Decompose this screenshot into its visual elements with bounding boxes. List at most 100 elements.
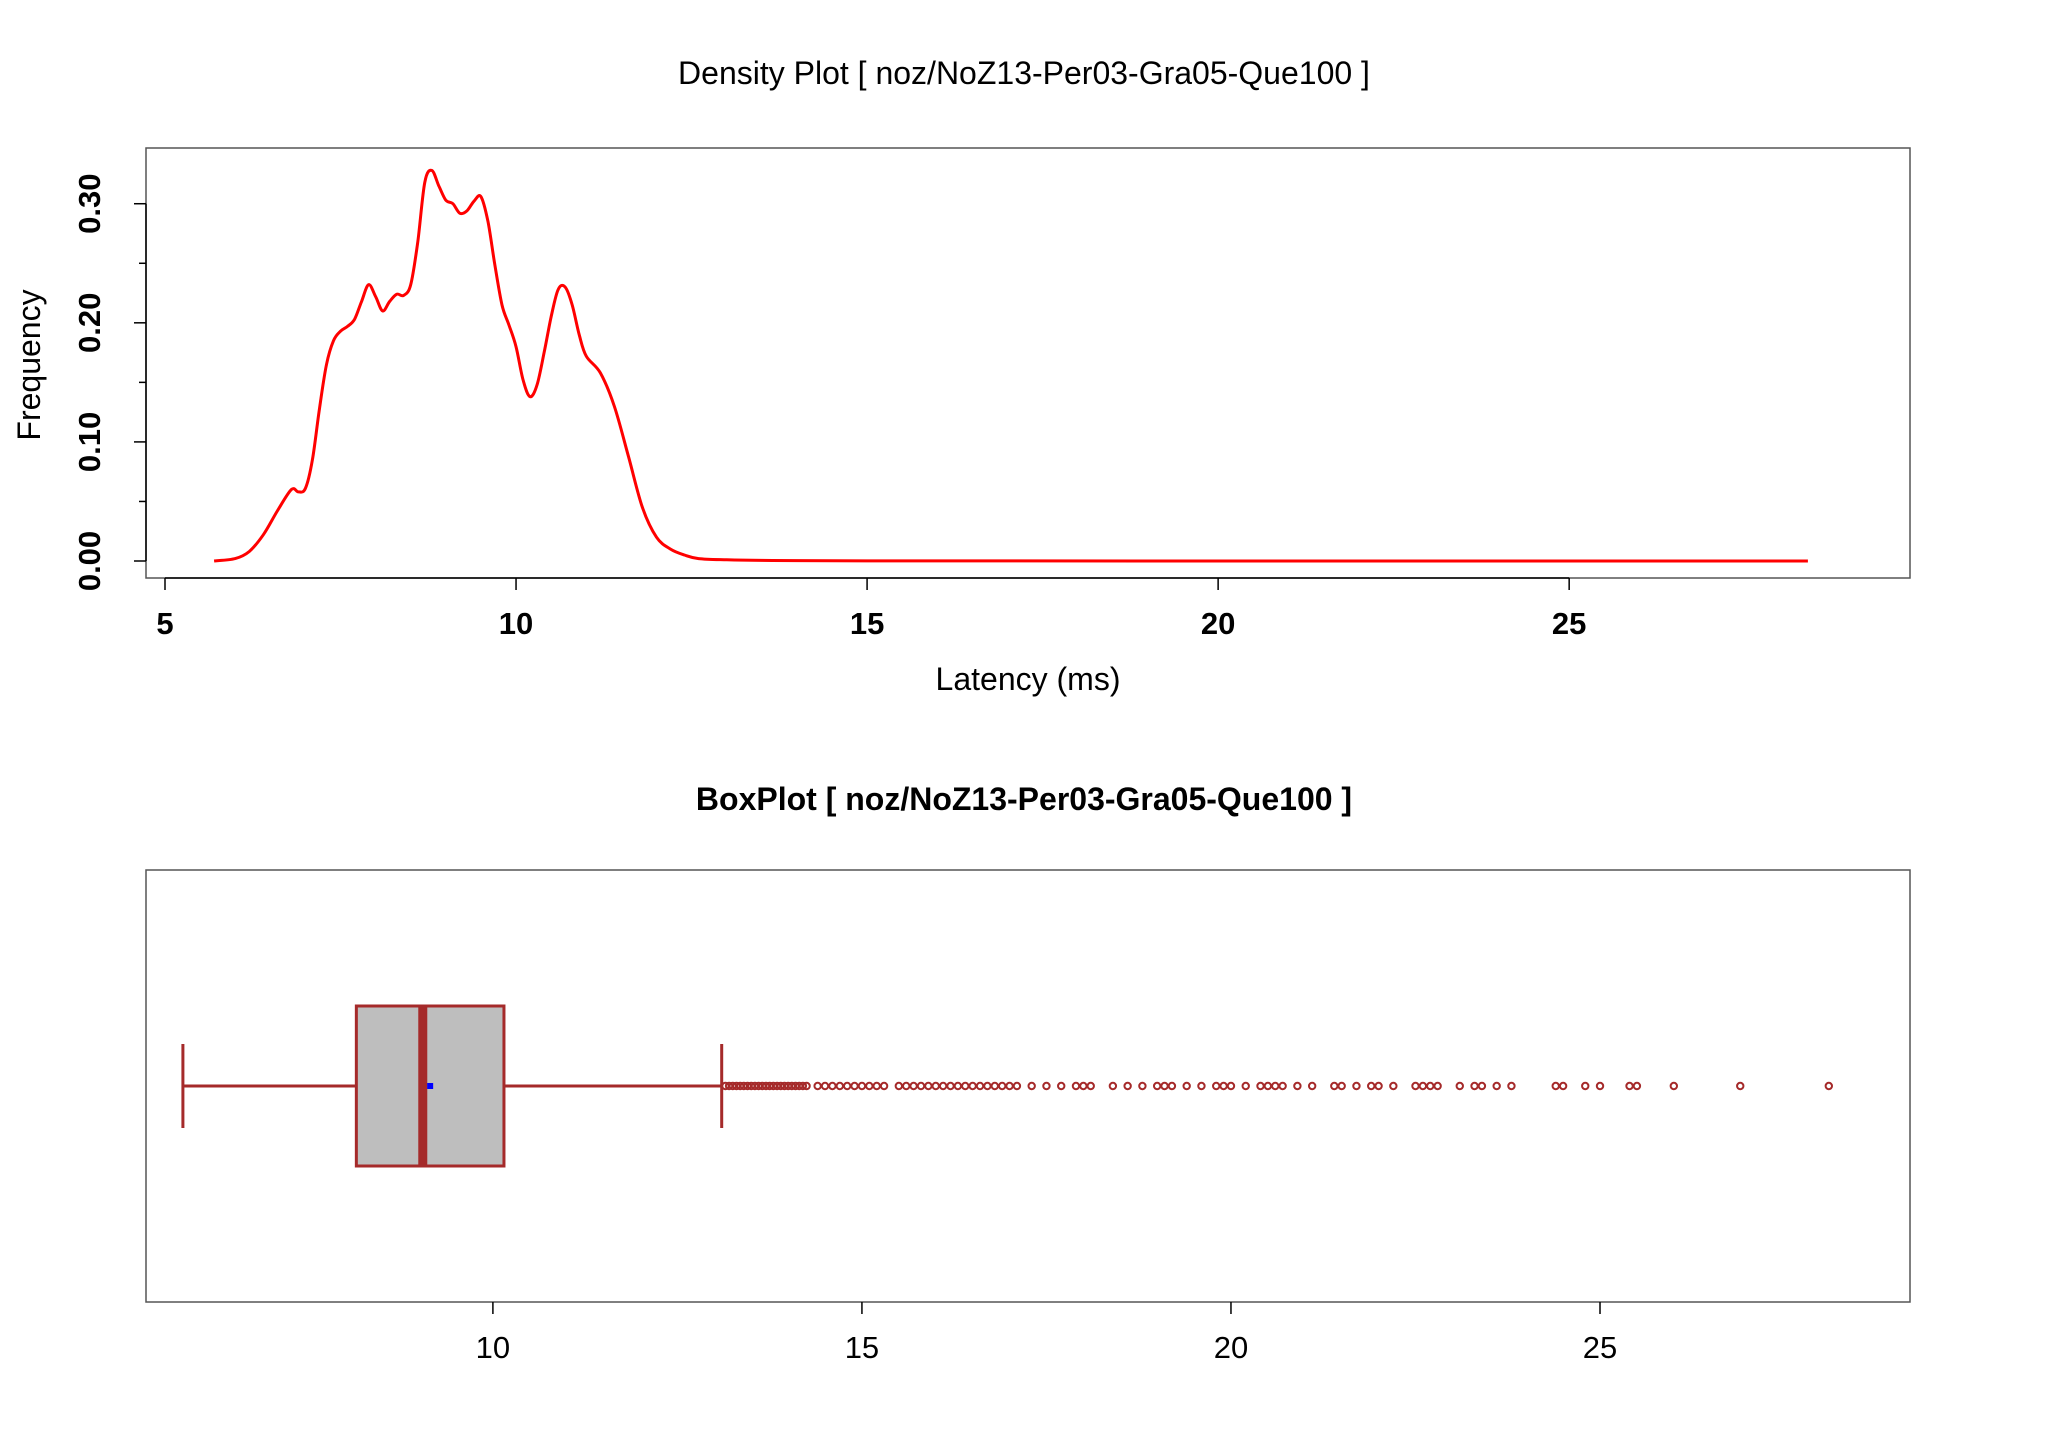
boxplot-x-tick-label: 10 <box>476 1330 510 1365</box>
density-x-axis: 5 10 15 20 25 <box>156 577 1586 641</box>
outlier-point <box>1057 1081 1066 1091</box>
outlier-point <box>1123 1081 1132 1091</box>
outlier-point <box>1293 1081 1302 1091</box>
outlier-point <box>1669 1081 1679 1091</box>
density-x-tick-label: 20 <box>1201 606 1235 641</box>
outlier-point <box>1271 1081 1280 1091</box>
outlier-point <box>820 1081 830 1091</box>
boxplot-x-tick-label: 15 <box>845 1330 879 1365</box>
outlier-point <box>909 1081 918 1091</box>
outlier-point <box>1507 1081 1516 1091</box>
boxplot-marks <box>181 1004 1834 1168</box>
outlier-point <box>872 1081 881 1091</box>
outlier-point <box>857 1081 867 1091</box>
outlier-point <box>879 1081 889 1091</box>
outlier-point <box>1079 1081 1088 1091</box>
outlier-point <box>1182 1081 1191 1091</box>
outlier-point <box>1736 1081 1745 1091</box>
density-y-axis: 0.00 0.10 0.20 0.30 <box>72 174 147 591</box>
boxplot-x-axis: 10 15 20 25 <box>476 1302 1617 1365</box>
outlier-point <box>1470 1081 1479 1091</box>
density-y-tick-label: 0.00 <box>72 531 107 591</box>
outlier-point <box>1389 1081 1398 1091</box>
outlier-point <box>1027 1081 1036 1091</box>
outlier-point <box>1241 1081 1250 1091</box>
outlier-point <box>1108 1081 1118 1091</box>
density-plot-frame <box>145 147 1911 579</box>
outlier-point <box>990 1081 999 1091</box>
outlier-point <box>968 1081 977 1091</box>
outlier-point <box>1152 1081 1162 1091</box>
outlier-point <box>1138 1081 1147 1091</box>
outlier-point <box>1005 1081 1014 1091</box>
outlier-point <box>1551 1081 1560 1091</box>
outlier-point <box>1418 1081 1428 1091</box>
density-x-tick-label: 5 <box>156 606 173 641</box>
outlier-point <box>1042 1081 1051 1091</box>
density-y-tick-label: 0.10 <box>72 412 107 472</box>
outlier-point <box>1352 1081 1361 1091</box>
outlier-point <box>961 1081 970 1091</box>
outlier-point <box>1071 1081 1081 1091</box>
outlier-point <box>1167 1081 1177 1091</box>
outlier-point <box>1581 1081 1590 1091</box>
outlier-point <box>997 1081 1007 1091</box>
outlier-point <box>1307 1081 1317 1091</box>
outlier-point <box>1278 1081 1287 1091</box>
outlier-point <box>938 1081 948 1091</box>
outlier-point <box>1263 1081 1273 1091</box>
outlier-point <box>1086 1081 1095 1091</box>
density-y-tick-label: 0.30 <box>72 174 107 234</box>
mean-marker <box>427 1083 434 1089</box>
outlier-point <box>1226 1081 1236 1091</box>
outlier-point <box>1426 1081 1435 1091</box>
outlier-point <box>1197 1081 1206 1091</box>
outlier-point <box>842 1081 852 1091</box>
outlier-point <box>1256 1081 1265 1091</box>
density-x-tick-label: 10 <box>499 606 533 641</box>
outlier-point <box>1337 1081 1346 1091</box>
outlier-point <box>983 1081 992 1091</box>
boxplot-title: BoxPlot [ noz/NoZ13-Per03-Gra05-Que100 ] <box>696 781 1352 817</box>
outlier-point <box>1012 1081 1022 1091</box>
outlier-point <box>1492 1081 1501 1091</box>
density-x-tick-label: 25 <box>1552 606 1586 641</box>
density-y-label: Frequency <box>11 289 47 440</box>
outlier-point <box>1433 1081 1442 1091</box>
outlier-point <box>813 1081 822 1091</box>
outlier-point <box>1824 1081 1834 1091</box>
outlier-point <box>1411 1081 1420 1091</box>
box-plot: BoxPlot [ noz/NoZ13-Per03-Gra05-Que100 ]… <box>145 781 1911 1365</box>
outlier-point <box>924 1081 933 1091</box>
boxplot-x-tick-label: 25 <box>1583 1330 1617 1365</box>
density-plot: Density Plot [ noz/NoZ13-Per03-Gra05-Que… <box>11 55 1911 697</box>
outlier-point <box>931 1081 940 1091</box>
outlier-point <box>1625 1081 1634 1091</box>
outlier-point <box>835 1081 844 1091</box>
outlier-point <box>850 1081 859 1091</box>
outlier-point <box>1558 1081 1568 1091</box>
outlier-point <box>1374 1081 1383 1091</box>
outlier-point <box>798 1081 808 1091</box>
outlier-point <box>975 1081 985 1091</box>
outlier-point <box>1219 1081 1228 1091</box>
outlier-point <box>1160 1081 1169 1091</box>
outlier-point <box>1455 1081 1464 1091</box>
outlier-point <box>953 1081 963 1091</box>
outlier-point <box>828 1081 837 1091</box>
outlier-point <box>1367 1081 1376 1091</box>
outlier-point <box>802 1081 811 1091</box>
outlier-point <box>1477 1081 1487 1091</box>
outlier-point <box>894 1081 904 1091</box>
density-title: Density Plot [ noz/NoZ13-Per03-Gra05-Que… <box>678 55 1370 91</box>
density-x-label: Latency (ms) <box>936 661 1121 697</box>
density-y-tick-label: 0.20 <box>72 293 107 353</box>
outlier-point <box>916 1081 926 1091</box>
outlier-point <box>946 1081 955 1091</box>
outlier-point <box>1330 1081 1339 1091</box>
density-x-tick-label: 15 <box>850 606 884 641</box>
boxplot-frame <box>145 869 1911 1303</box>
outlier-point <box>865 1081 874 1091</box>
outlier-point <box>1595 1081 1605 1091</box>
